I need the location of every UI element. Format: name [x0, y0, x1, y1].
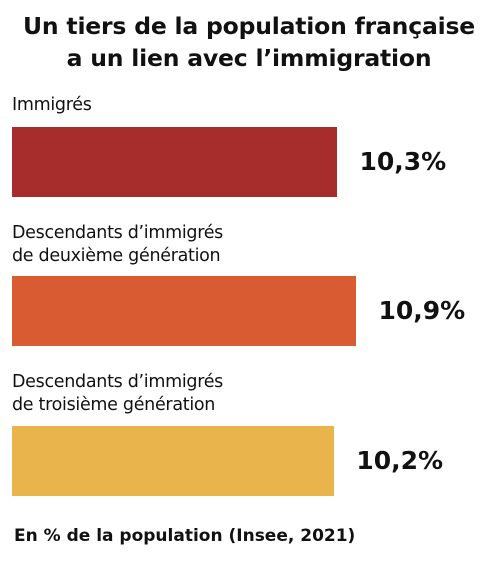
category-label-troisieme-generation: Descendants d’immigrés de troisième géné… [12, 371, 223, 417]
bar-troisieme-generation [12, 426, 335, 496]
category-label-line: de deuxième génération [12, 246, 221, 266]
chart-title-line-2: a un lien avec l’immigration [66, 44, 432, 72]
chart-title: Un tiers de la population française a un… [0, 10, 498, 74]
value-label-immigres: 10,3% [359, 147, 447, 176]
chart-title-line-1: Un tiers de la population française [23, 12, 475, 40]
category-label-line: Immigrés [12, 95, 92, 115]
value-label-deuxieme-generation: 10,9% [378, 296, 466, 325]
category-label-deuxieme-generation: Descendants d’immigrés de deuxième génér… [12, 222, 223, 268]
category-label-line: Descendants d’immigrés [12, 223, 223, 243]
category-label-line: de troisième génération [12, 395, 216, 415]
chart-footer-source: En % de la population (Insee, 2021) [14, 526, 356, 546]
category-label-immigres: Immigrés [12, 94, 92, 117]
bar-deuxieme-generation [12, 276, 357, 346]
bar-immigres [12, 127, 338, 197]
value-label-troisieme-generation: 10,2% [356, 446, 444, 475]
category-label-line: Descendants d’immigrés [12, 372, 223, 392]
